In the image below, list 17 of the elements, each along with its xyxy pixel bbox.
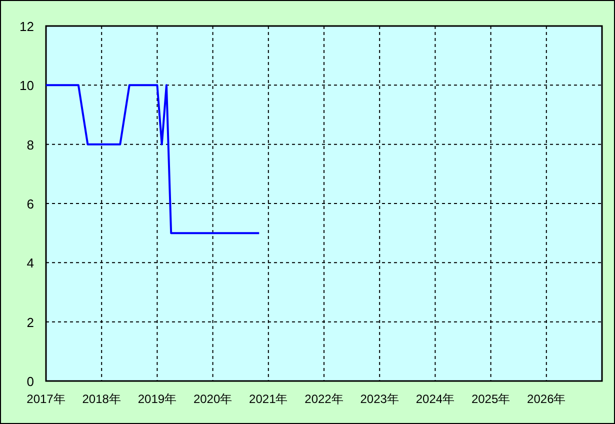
x-tick-label: 2019年 bbox=[138, 392, 177, 406]
y-tick-label: 2 bbox=[26, 314, 34, 330]
x-tick-label: 2026年 bbox=[527, 392, 566, 406]
x-tick-label: 2025年 bbox=[471, 392, 510, 406]
y-tick-label: 12 bbox=[20, 19, 34, 34]
y-tick-label: 6 bbox=[26, 196, 34, 212]
x-tick-label: 2022年 bbox=[304, 392, 344, 406]
y-tick-label: 8 bbox=[26, 137, 34, 152]
x-tick-label: 2023年 bbox=[360, 392, 399, 406]
x-tick-label: 2020年 bbox=[193, 392, 232, 406]
x-tick-label: 2021年 bbox=[249, 392, 288, 406]
y-tick-label: 10 bbox=[20, 78, 34, 94]
y-tick-label: 0 bbox=[26, 374, 34, 389]
x-tick-label: 2024年 bbox=[416, 392, 455, 406]
x-tick-label: 2017年 bbox=[26, 392, 66, 406]
y-tick-label: 4 bbox=[26, 256, 34, 271]
x-tick-label: 2018年 bbox=[82, 392, 121, 406]
